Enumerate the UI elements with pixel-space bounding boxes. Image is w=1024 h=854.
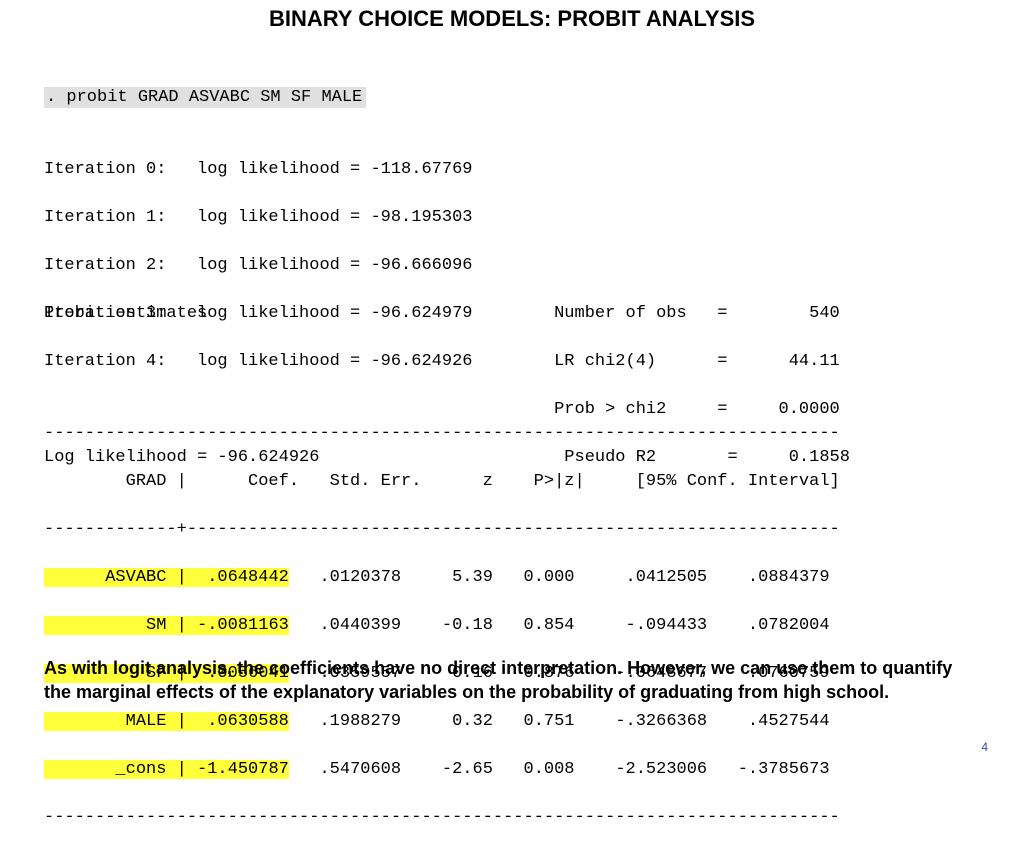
table-rule-bottom: ----------------------------------------… — [44, 808, 840, 827]
row-label: SF | — [44, 664, 187, 683]
estimation-summary: Probit estimates Number of obs = 540 LR … — [44, 278, 984, 494]
row-stats: .5470608 -2.65 0.008 -2.523006 -.3785673 — [288, 760, 830, 779]
row-coef: -.0081163 — [186, 616, 289, 635]
row-stats: .1988279 0.32 0.751 -.3266368 .4527544 — [288, 712, 830, 731]
row-coef: .0056041 — [186, 664, 289, 683]
iteration-line: Iteration 2: log likelihood = -96.666096 — [44, 256, 473, 275]
row-coef: .0630588 — [186, 712, 289, 731]
row-label: ASVABC | — [44, 568, 187, 587]
table-row: MALE | .0630588 .1988279 0.32 0.751 -.32… — [44, 710, 840, 734]
coefficient-table: ----------------------------------------… — [44, 398, 840, 854]
table-rule-top: ----------------------------------------… — [44, 424, 840, 443]
table-header: GRAD | Coef. Std. Err. z P>|z| [95% Conf… — [44, 472, 840, 491]
row-label: MALE | — [44, 712, 187, 731]
summary-line: LR chi2(4) = 44.11 — [44, 352, 840, 371]
stata-command: . probit GRAD ASVABC SM SF MALE — [44, 86, 367, 110]
row-stats: .0440399 -0.18 0.854 -.094433 .0782004 — [288, 616, 830, 635]
table-row: SM | -.0081163 .0440399 -0.18 0.854 -.09… — [44, 614, 840, 638]
table-row: SF | .0056041 .0359557 0.16 0.876 -.0648… — [44, 662, 840, 686]
row-label: _cons | — [44, 760, 187, 779]
iteration-line: Iteration 3: log likelihood = -96.624979 — [44, 304, 473, 323]
row-coef: .0648442 — [186, 568, 289, 587]
page-number: 4 — [981, 740, 988, 754]
summary-line: Log likelihood = -96.624926 Pseudo R2 = … — [44, 448, 850, 467]
row-stats: .0359557 0.16 0.876 -.0648677 .0760759 — [288, 664, 830, 683]
table-row: _cons | -1.450787 .5470608 -2.65 0.008 -… — [44, 758, 840, 782]
explanation-note: As with logit analysis, the coefficients… — [44, 658, 953, 702]
summary-line: Probit estimates Number of obs = 540 — [44, 304, 840, 323]
slide-title: BINARY CHOICE MODELS: PROBIT ANALYSIS — [268, 6, 756, 31]
summary-line: Prob > chi2 = 0.0000 — [44, 400, 840, 419]
table-row: ASVABC | .0648442 .0120378 5.39 0.000 .0… — [44, 566, 840, 590]
row-stats: .0120378 5.39 0.000 .0412505 .0884379 — [288, 568, 830, 587]
iteration-line: Iteration 0: log likelihood = -118.67769 — [44, 160, 473, 179]
row-coef: -1.450787 — [186, 760, 289, 779]
iteration-line: Iteration 1: log likelihood = -98.195303 — [44, 208, 473, 227]
command-text: . probit GRAD ASVABC SM SF MALE — [44, 87, 367, 108]
table-rule-mid: -------------+--------------------------… — [44, 520, 840, 539]
iteration-log: Iteration 0: log likelihood = -118.67769… — [44, 134, 472, 398]
iteration-line: Iteration 4: log likelihood = -96.624926 — [44, 352, 473, 371]
row-label: SM | — [44, 616, 187, 635]
